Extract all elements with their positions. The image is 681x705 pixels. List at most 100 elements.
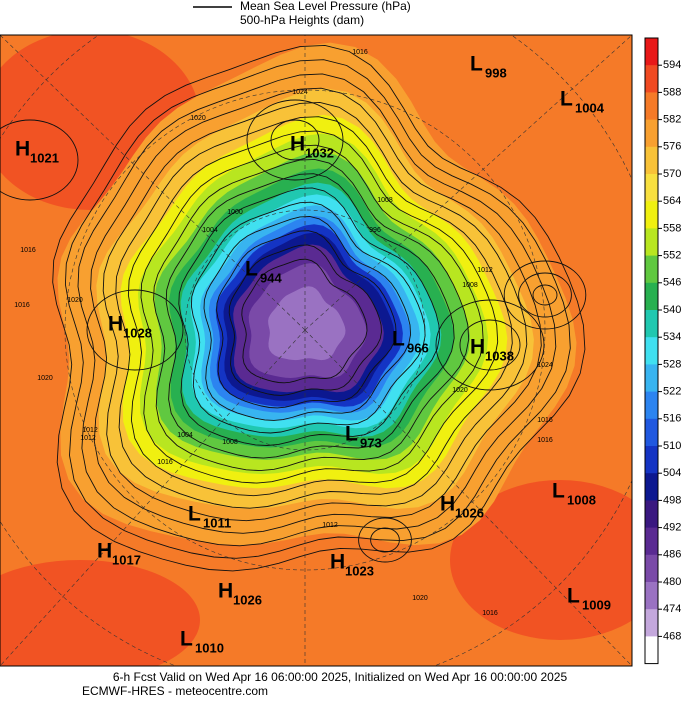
- colorbar-frame: [644, 37, 659, 665]
- warm-region: [0, 560, 200, 666]
- isobar-label: 1016: [537, 417, 553, 424]
- isobar: [435, 299, 545, 391]
- isobar: [270, 119, 320, 161]
- legend-line-label: Mean Sea Level Pressure (hPa): [240, 0, 411, 13]
- isobar-label: 1012: [80, 435, 96, 442]
- center-letter: L: [345, 423, 358, 446]
- isobar: [115, 116, 513, 509]
- colorbar-segment: [645, 364, 658, 393]
- colorbar-segment: [645, 119, 658, 148]
- colorbar-tick-label: 570: [663, 168, 681, 180]
- colorbar-segment: [645, 92, 658, 121]
- colorbar-tick-label: 540: [663, 304, 681, 316]
- isobar: [216, 230, 397, 409]
- center-pressure: 1028: [123, 325, 152, 340]
- isobar: [203, 216, 412, 421]
- colorbar-tick-label: 474: [663, 603, 681, 615]
- map: 1016 1024 1020 1016 1012 1016 1020 1020 1012 1008…: [0, 35, 632, 666]
- colorbar-tick-label: 480: [663, 576, 681, 588]
- colorbar-tick-label: 558: [663, 222, 681, 234]
- colorbar-segment: [645, 174, 658, 202]
- center-pressure: 1038: [485, 348, 514, 363]
- center-pressure: 1026: [233, 592, 262, 607]
- isobar-label: 1024: [292, 89, 308, 96]
- isobar-label: 1012: [322, 522, 338, 529]
- colorbar-segment: [645, 446, 658, 474]
- colorbar-tick-label: 516: [663, 413, 681, 425]
- colorbar-tick-label: 498: [663, 494, 681, 506]
- center-pressure: 1010: [195, 640, 224, 655]
- isobar: [532, 284, 558, 306]
- center-pressure: 1009: [582, 597, 611, 612]
- colorbar-segment: [645, 582, 658, 610]
- isobar: [459, 319, 521, 371]
- colorbar-segment: [645, 228, 658, 257]
- isobar-label: 996: [369, 227, 381, 234]
- center-letter: L: [180, 628, 193, 651]
- center-letter: H: [218, 580, 233, 603]
- colorbar-segment: [645, 310, 658, 338]
- isobar-label: 1024: [537, 362, 553, 369]
- isobar-label: 1016: [14, 302, 30, 309]
- colorbar-tick-label: 486: [663, 549, 681, 561]
- isobar: [190, 201, 426, 434]
- center-letter: H: [15, 138, 30, 161]
- isobar: [102, 101, 528, 522]
- colorbar-segment: [645, 38, 658, 66]
- colorbar-segment: [645, 418, 658, 447]
- isobar-label: 1020: [67, 297, 83, 304]
- center-letter: L: [245, 258, 258, 281]
- colorbar-tick-label: 522: [663, 386, 681, 398]
- isobar: [228, 244, 382, 396]
- isobar-label: 1016: [482, 610, 498, 617]
- center-letter: L: [560, 88, 573, 111]
- center-letter: L: [567, 585, 580, 608]
- isobar: [165, 173, 455, 459]
- center-pressure: 944: [260, 270, 282, 285]
- isobar-label: 1000: [227, 209, 243, 216]
- colorbar-tick-label: 582: [663, 114, 681, 126]
- isobar-label: 1012: [477, 267, 493, 274]
- colorbar-tick-label: 468: [663, 630, 681, 642]
- isobar: [178, 187, 441, 446]
- colorbar-segment: [645, 527, 658, 556]
- center-pressure: 1026: [455, 505, 484, 520]
- center-pressure: 1011: [203, 515, 231, 530]
- center-letter: L: [392, 328, 405, 351]
- center-letter: H: [97, 540, 112, 563]
- center-letter: L: [552, 480, 565, 503]
- isobar: [370, 527, 400, 553]
- colorbar-tick-label: 594: [663, 59, 681, 71]
- height-band: [268, 286, 346, 361]
- center-letter: H: [108, 313, 123, 336]
- center-pressure: 998: [485, 65, 507, 80]
- isobar-label: 1020: [412, 595, 428, 602]
- colorbar-tick-label: 552: [663, 250, 681, 262]
- center-pressure: 1004: [575, 100, 605, 115]
- isobar: [358, 517, 412, 563]
- isobar-label: 1020: [190, 115, 206, 122]
- center-letter: H: [330, 551, 345, 574]
- legend-fill-label: 500-hPa Heights (dam): [240, 13, 364, 27]
- center-letter: H: [290, 133, 305, 156]
- isobar: [90, 87, 542, 534]
- center-pressure: 1008: [567, 492, 596, 507]
- isobar: [86, 289, 184, 371]
- isobar-label: 1012: [82, 427, 98, 434]
- colorbar-segment: [645, 473, 658, 501]
- footer-source: ECMWF-HRES - meteocentre.com: [82, 684, 268, 698]
- colorbar-segment: [645, 65, 658, 93]
- colorbar-segment: [645, 609, 658, 637]
- colorbar-tick-label: 528: [663, 358, 681, 370]
- isobar: [246, 99, 344, 181]
- colorbar-tick-label: 492: [663, 522, 681, 534]
- isobar-label: 1008: [222, 439, 238, 446]
- colorbar-segment: [645, 255, 658, 284]
- isobar-label: 1004: [177, 432, 193, 439]
- map-frame: [0, 34, 633, 667]
- graticule: [0, 35, 632, 666]
- isobar: [140, 144, 484, 484]
- colorbar-tick-label: 588: [663, 86, 681, 98]
- isobar: [153, 158, 470, 472]
